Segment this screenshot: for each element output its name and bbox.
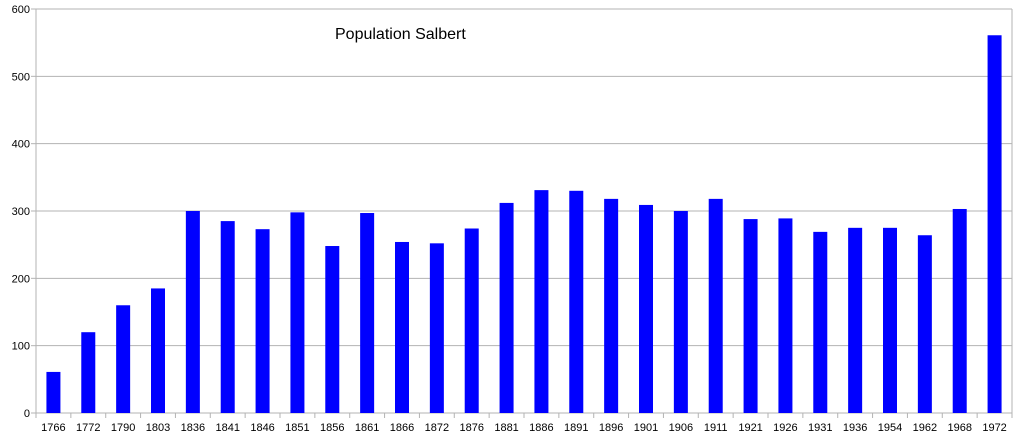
bars [46,35,1002,413]
x-tick-label: 1790 [111,422,135,434]
x-tick-label: 1803 [146,422,170,434]
x-tick-label: 1972 [982,422,1006,434]
y-axis-tick-labels: 0 100 200 300 400 500 600 [12,4,30,420]
x-tick-label: 1841 [215,422,239,434]
bar-1872 [429,243,444,413]
x-tick-label: 1766 [41,422,65,434]
x-tick-label: 1921 [738,422,762,434]
x-tick-label: 1866 [390,422,414,434]
bar-1968 [952,208,967,413]
chart-title: Population Salbert [335,26,466,43]
x-tick-label: 1851 [285,422,309,434]
bar-1931 [813,231,828,413]
bar-1881 [499,202,514,413]
bar-1851 [290,212,305,413]
y-tick-label: 400 [12,139,30,151]
bar-1841 [220,221,235,413]
bar-1911 [708,198,723,413]
x-tick-label: 1846 [250,422,274,434]
x-tick-label: 1962 [913,422,937,434]
bar-1846 [255,229,270,413]
bar-1936 [848,227,863,413]
x-tick-label: 1861 [355,422,379,434]
x-tick-label: 1931 [808,422,832,434]
y-tick-label: 0 [24,408,30,420]
y-tick-label: 500 [12,71,30,83]
bar-1896 [604,198,619,413]
bar-1926 [778,218,793,413]
bar-1962 [917,235,932,413]
bar-1972 [987,35,1002,413]
bar-1906 [673,211,688,413]
x-tick-label: 1926 [773,422,797,434]
y-tick-label: 600 [12,4,30,16]
x-tick-label: 1876 [459,422,483,434]
y-tick-label: 100 [12,341,30,353]
bar-1790 [116,305,131,413]
bar-1866 [395,241,409,413]
y-tick-label: 200 [12,273,30,285]
x-tick-label: 1968 [947,422,971,434]
x-tick-label: 1911 [704,422,728,434]
bar-1891 [569,190,584,413]
x-tick-label: 1954 [878,422,902,434]
bar-1772 [81,332,96,413]
x-tick-label: 1901 [634,422,658,434]
y-tick-label: 300 [12,206,30,218]
bar-1886 [534,190,549,413]
x-tick-label: 1896 [599,422,623,434]
x-tick-label: 1856 [320,422,344,434]
x-tick-label: 1772 [76,422,100,434]
x-tick-label: 1936 [843,422,867,434]
x-tick-label: 1886 [529,422,553,434]
bar-1954 [883,227,897,413]
x-tick-label: 1836 [181,422,205,434]
bar-1836 [185,211,200,413]
x-tick-label: 1906 [669,422,693,434]
bar-1861 [360,213,375,413]
bar-1856 [325,246,340,413]
bar-1921 [743,219,758,413]
x-axis-tick-labels: 1766 1772 1790 1803 1836 1841 1846 1851 1856 1861… [41,422,1007,434]
x-tick-label: 1872 [425,422,449,434]
bar-1766 [46,371,61,413]
x-tick-label: 1881 [494,422,518,434]
bar-1803 [151,288,165,413]
x-tick-label: 1891 [564,422,588,434]
bar-1901 [639,204,653,413]
bar-1876 [464,228,479,413]
